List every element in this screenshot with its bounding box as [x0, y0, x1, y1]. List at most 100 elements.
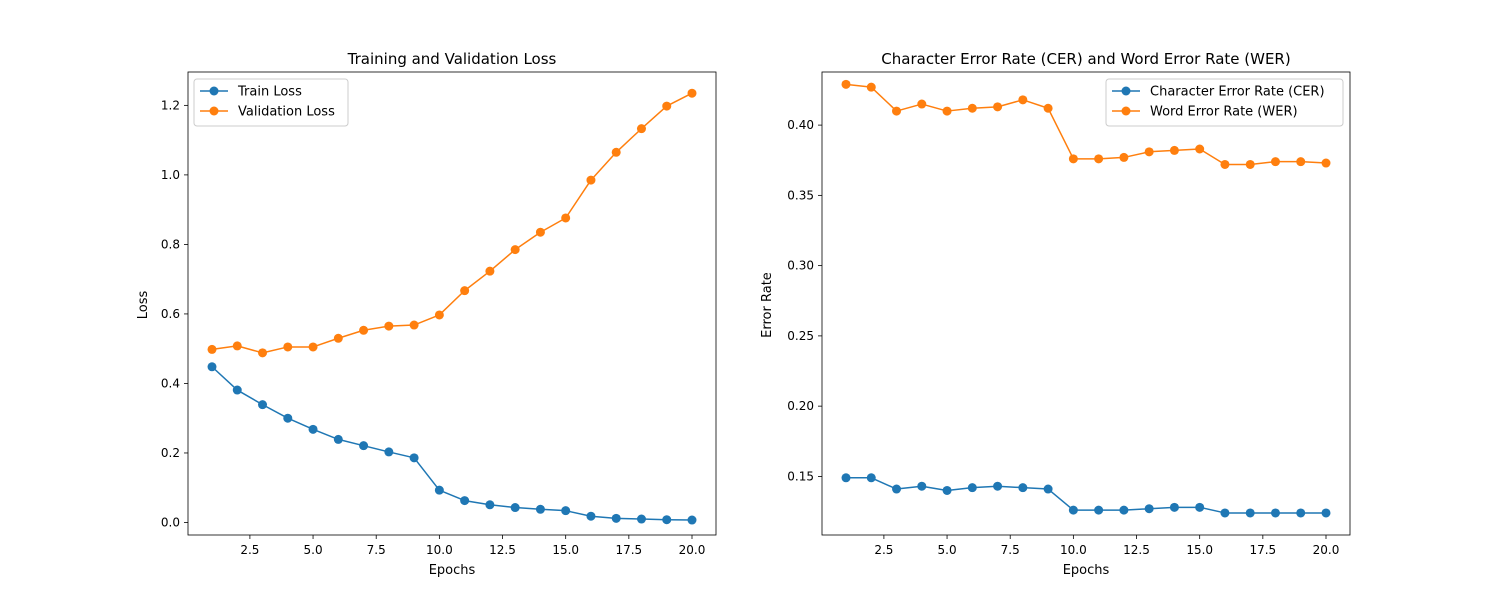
- data-point-validation-loss: [333, 333, 343, 343]
- data-point-validation-loss: [258, 348, 268, 358]
- x-tick-label: 15.0: [1186, 543, 1213, 557]
- data-point-validation-loss: [409, 320, 419, 330]
- data-point-train-loss: [535, 504, 545, 514]
- data-point-validation-loss: [561, 213, 571, 223]
- chart-title: Training and Validation Loss: [347, 50, 557, 68]
- data-point-validation-loss: [611, 147, 621, 157]
- x-tick-label: 20.0: [679, 543, 706, 557]
- data-point-character-error-rate-cer: [1321, 508, 1331, 518]
- legend: Train Loss Validation Loss: [193, 78, 349, 127]
- data-point-character-error-rate-cer: [841, 473, 851, 483]
- y-tick-label: 1.0: [161, 168, 180, 182]
- data-point-character-error-rate-cer: [892, 484, 902, 494]
- data-point-train-loss: [308, 424, 318, 434]
- x-tick-label: 5.0: [938, 543, 957, 557]
- data-point-word-error-rate-wer: [1094, 154, 1104, 164]
- x-axis-label: Epochs: [1063, 563, 1110, 578]
- x-tick-label: 20.0: [1313, 543, 1340, 557]
- plot-frame: [187, 71, 717, 536]
- data-point-validation-loss: [308, 342, 318, 352]
- data-point-word-error-rate-wer: [1270, 157, 1280, 167]
- data-point-validation-loss: [232, 341, 242, 351]
- data-point-validation-loss: [359, 325, 369, 335]
- data-point-word-error-rate-wer: [892, 106, 902, 116]
- y-tick-label: 0.40: [787, 118, 814, 132]
- legend-label: Validation Loss: [238, 105, 335, 120]
- data-point-train-loss: [283, 413, 293, 423]
- data-point-word-error-rate-wer: [841, 79, 851, 89]
- x-tick-label: 12.5: [489, 543, 516, 557]
- data-point-train-loss: [485, 500, 495, 510]
- data-point-word-error-rate-wer: [1068, 154, 1078, 164]
- data-point-character-error-rate-cer: [1220, 508, 1230, 518]
- y-tick-label: 1.2: [161, 98, 180, 112]
- data-point-train-loss: [384, 447, 394, 457]
- data-point-word-error-rate-wer: [1296, 157, 1306, 167]
- data-point-train-loss: [586, 511, 596, 521]
- y-tick-label: 0.8: [161, 237, 180, 251]
- data-point-validation-loss: [586, 175, 596, 185]
- data-point-word-error-rate-wer: [1220, 159, 1230, 169]
- legend-label: Word Error Rate (WER): [1150, 105, 1298, 120]
- loss-chart: Training and Validation Loss Epochs Loss…: [136, 50, 717, 578]
- data-point-character-error-rate-cer: [1068, 505, 1078, 515]
- data-point-train-loss: [687, 515, 697, 525]
- legend-box: [193, 78, 349, 127]
- data-point-character-error-rate-cer: [917, 481, 927, 491]
- series-line-train-loss: [211, 366, 693, 521]
- data-point-word-error-rate-wer: [1321, 158, 1331, 168]
- series-line-character-error-rate-cer: [846, 477, 1326, 514]
- x-tick-label: 5.0: [304, 543, 323, 557]
- legend-label: Character Error Rate (CER): [1150, 85, 1325, 100]
- data-point-train-loss: [636, 514, 646, 524]
- plot-frame: [821, 71, 1351, 536]
- data-point-character-error-rate-cer: [967, 483, 977, 493]
- x-tick-label: 10.0: [1060, 543, 1087, 557]
- y-tick-label: 0.15: [787, 469, 814, 483]
- y-tick-label: 0.4: [161, 376, 180, 390]
- y-axis-label: Error Rate: [760, 272, 775, 338]
- y-tick-label: 0.30: [787, 259, 814, 273]
- data-point-word-error-rate-wer: [993, 102, 1003, 112]
- data-point-train-loss: [510, 503, 520, 513]
- data-point-word-error-rate-wer: [1245, 159, 1255, 169]
- x-tick-label: 7.5: [1001, 543, 1020, 557]
- data-point-validation-loss: [283, 342, 293, 352]
- data-point-character-error-rate-cer: [1094, 505, 1104, 515]
- y-tick-label: 0.2: [161, 446, 180, 460]
- data-point-character-error-rate-cer: [1144, 504, 1154, 514]
- data-point-train-loss: [434, 485, 444, 495]
- data-point-validation-loss: [535, 227, 545, 237]
- legend-marker: [209, 106, 219, 116]
- data-point-character-error-rate-cer: [1043, 484, 1053, 494]
- data-point-character-error-rate-cer: [1195, 502, 1205, 512]
- x-axis-label: Epochs: [429, 563, 476, 578]
- data-point-character-error-rate-cer: [1245, 508, 1255, 518]
- y-tick-label: 0.35: [787, 188, 814, 202]
- series-line-validation-loss: [211, 92, 693, 354]
- data-point-validation-loss: [687, 88, 697, 98]
- y-tick-label: 0.20: [787, 399, 814, 413]
- data-point-train-loss: [359, 441, 369, 451]
- data-point-train-loss: [662, 515, 672, 525]
- data-point-train-loss: [561, 506, 571, 516]
- x-tick-label: 17.5: [615, 543, 642, 557]
- data-point-validation-loss: [485, 266, 495, 276]
- legend-marker: [209, 86, 219, 96]
- y-tick-label: 0.6: [161, 307, 180, 321]
- y-tick-label: 0.0: [161, 515, 180, 529]
- x-tick-label: 2.5: [874, 543, 893, 557]
- legend-marker: [1121, 86, 1131, 96]
- data-point-validation-loss: [434, 310, 444, 320]
- data-point-word-error-rate-wer: [866, 82, 876, 92]
- legend-label: Train Loss: [237, 85, 302, 100]
- data-point-word-error-rate-wer: [942, 106, 952, 116]
- data-point-validation-loss: [510, 245, 520, 255]
- data-point-character-error-rate-cer: [1119, 505, 1129, 515]
- data-point-validation-loss: [460, 286, 470, 296]
- data-point-word-error-rate-wer: [917, 99, 927, 109]
- data-point-train-loss: [232, 385, 242, 395]
- y-tick-label: 0.25: [787, 329, 814, 343]
